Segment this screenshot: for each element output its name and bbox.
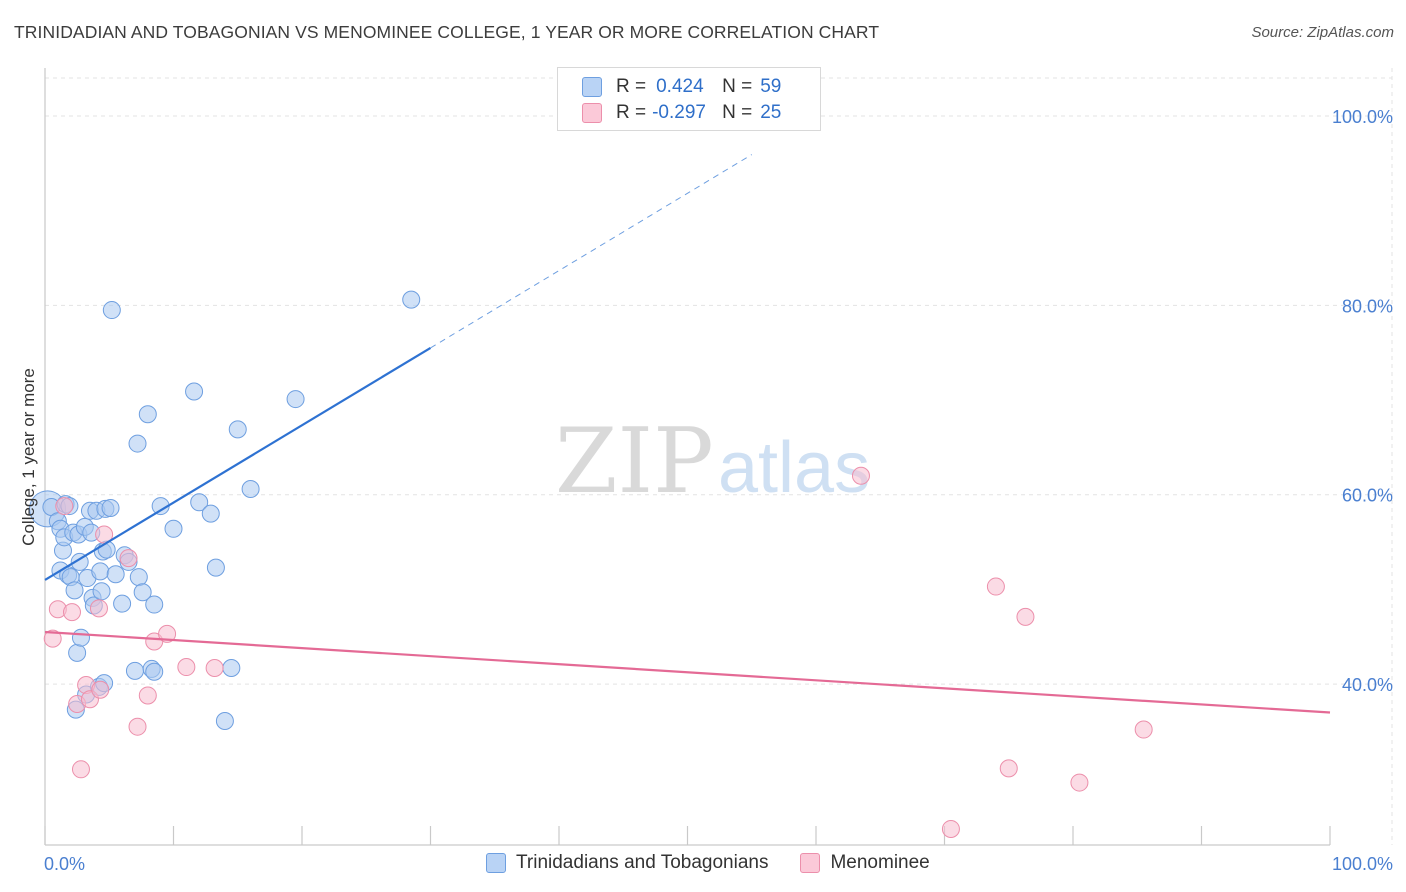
legend-n-label: N = xyxy=(722,102,753,123)
legend-n-value: 59 xyxy=(760,76,782,97)
point-menominee xyxy=(89,599,108,618)
point-trinidadian xyxy=(190,493,209,512)
point-trinidadian xyxy=(71,628,90,647)
legend-n-value: 25 xyxy=(760,102,782,123)
point-trinidadian xyxy=(65,581,84,600)
point-menominee xyxy=(941,819,960,838)
point-menominee xyxy=(1070,773,1089,792)
y-tick-label: 60.0% xyxy=(1342,486,1393,506)
legend-r-value: 0.424 xyxy=(656,76,704,97)
point-menominee xyxy=(205,658,224,677)
point-trinidadian xyxy=(201,504,220,523)
point-trinidadian xyxy=(113,594,132,613)
correlation-legend: R = 0.424 N = 59 R = -0.297 N = 25 xyxy=(557,67,821,131)
point-trinidadian xyxy=(101,498,120,517)
point-menominee xyxy=(1134,720,1153,739)
point-trinidadian xyxy=(145,662,164,681)
point-menominee xyxy=(128,717,147,736)
point-trinidadian xyxy=(133,583,152,602)
point-trinidadian xyxy=(129,568,148,587)
trend-line-menominee xyxy=(44,630,1331,714)
legend-row-series1: R = 0.424 N = 59 xyxy=(582,75,781,99)
point-menominee xyxy=(55,497,74,516)
point-trinidadian xyxy=(106,565,125,584)
point-trinidadian xyxy=(145,595,164,614)
point-menominee xyxy=(91,680,110,699)
point-trinidadian xyxy=(241,480,260,499)
point-trinidadian xyxy=(68,643,87,662)
series-swatch-blue xyxy=(486,853,506,873)
trend-extension-trinidadian xyxy=(430,154,753,349)
point-menominee xyxy=(177,658,196,677)
axes-layer xyxy=(44,68,1331,846)
y-tick-label: 100.0% xyxy=(1332,107,1393,127)
point-trinidadian xyxy=(185,382,204,401)
point-menominee xyxy=(95,525,114,544)
series-legend-item-2: Menominee xyxy=(800,852,930,874)
series-legend: Trinidadians and Tobagonians Menominee xyxy=(486,852,962,874)
grid-layer xyxy=(45,68,1393,845)
legend-r-label: R = xyxy=(616,76,647,97)
point-trinidadian xyxy=(228,420,247,439)
point-trinidadian xyxy=(102,301,121,320)
x-tick-label: 100.0% xyxy=(1332,854,1393,874)
trend-layer xyxy=(44,154,1331,714)
x-tick-label: 0.0% xyxy=(44,854,85,874)
point-menominee xyxy=(999,759,1018,778)
legend-r-value: -0.297 xyxy=(652,102,706,123)
point-menominee xyxy=(851,466,870,485)
legend-r-label: R = xyxy=(616,102,647,123)
point-trinidadian xyxy=(91,562,110,581)
point-trinidadian xyxy=(125,661,144,680)
series-swatch-pink xyxy=(800,853,821,873)
point-trinidadian xyxy=(206,558,225,577)
point-menominee xyxy=(43,629,62,648)
point-menominee xyxy=(119,549,138,568)
points-layer xyxy=(29,290,1153,838)
legend-swatch-blue xyxy=(582,77,602,97)
point-trinidadian xyxy=(222,658,241,677)
legend-swatch-pink xyxy=(582,103,602,123)
point-menominee xyxy=(71,760,90,779)
point-trinidadian xyxy=(138,405,157,424)
tick-label-layer: 40.0% 60.0% 80.0% 100.0% 0.0% 100.0% xyxy=(44,107,1393,874)
series-legend-label-2: Menominee xyxy=(830,852,930,873)
point-menominee xyxy=(986,577,1005,596)
watermark-atlas: atlas xyxy=(718,428,870,508)
y-tick-label: 40.0% xyxy=(1342,675,1393,695)
point-menominee xyxy=(1016,607,1035,626)
point-menominee xyxy=(62,603,81,622)
y-tick-label: 80.0% xyxy=(1342,296,1393,316)
point-trinidadian xyxy=(215,712,234,731)
legend-row-series2: R = -0.297 N = 25 xyxy=(582,101,781,125)
y-axis-label: College, 1 year or more xyxy=(19,368,38,546)
point-menominee xyxy=(158,624,177,643)
point-trinidadian xyxy=(402,290,421,309)
series-legend-label-1: Trinidadians and Tobagonians xyxy=(516,852,769,873)
point-trinidadian xyxy=(128,434,147,453)
chart-title: TRINIDADIAN AND TOBAGONIAN VS MENOMINEE … xyxy=(14,22,880,42)
trend-line-trinidadian xyxy=(44,346,432,581)
point-trinidadian xyxy=(92,582,111,601)
watermark-zip: ZIP xyxy=(555,409,714,514)
legend-n-label: N = xyxy=(722,76,753,97)
point-trinidadian xyxy=(164,519,183,538)
source-label: Source: ZipAtlas.com xyxy=(1251,24,1394,41)
point-trinidadian xyxy=(286,390,305,409)
series-legend-item-1: Trinidadians and Tobagonians xyxy=(486,852,768,874)
point-menominee xyxy=(138,686,157,705)
